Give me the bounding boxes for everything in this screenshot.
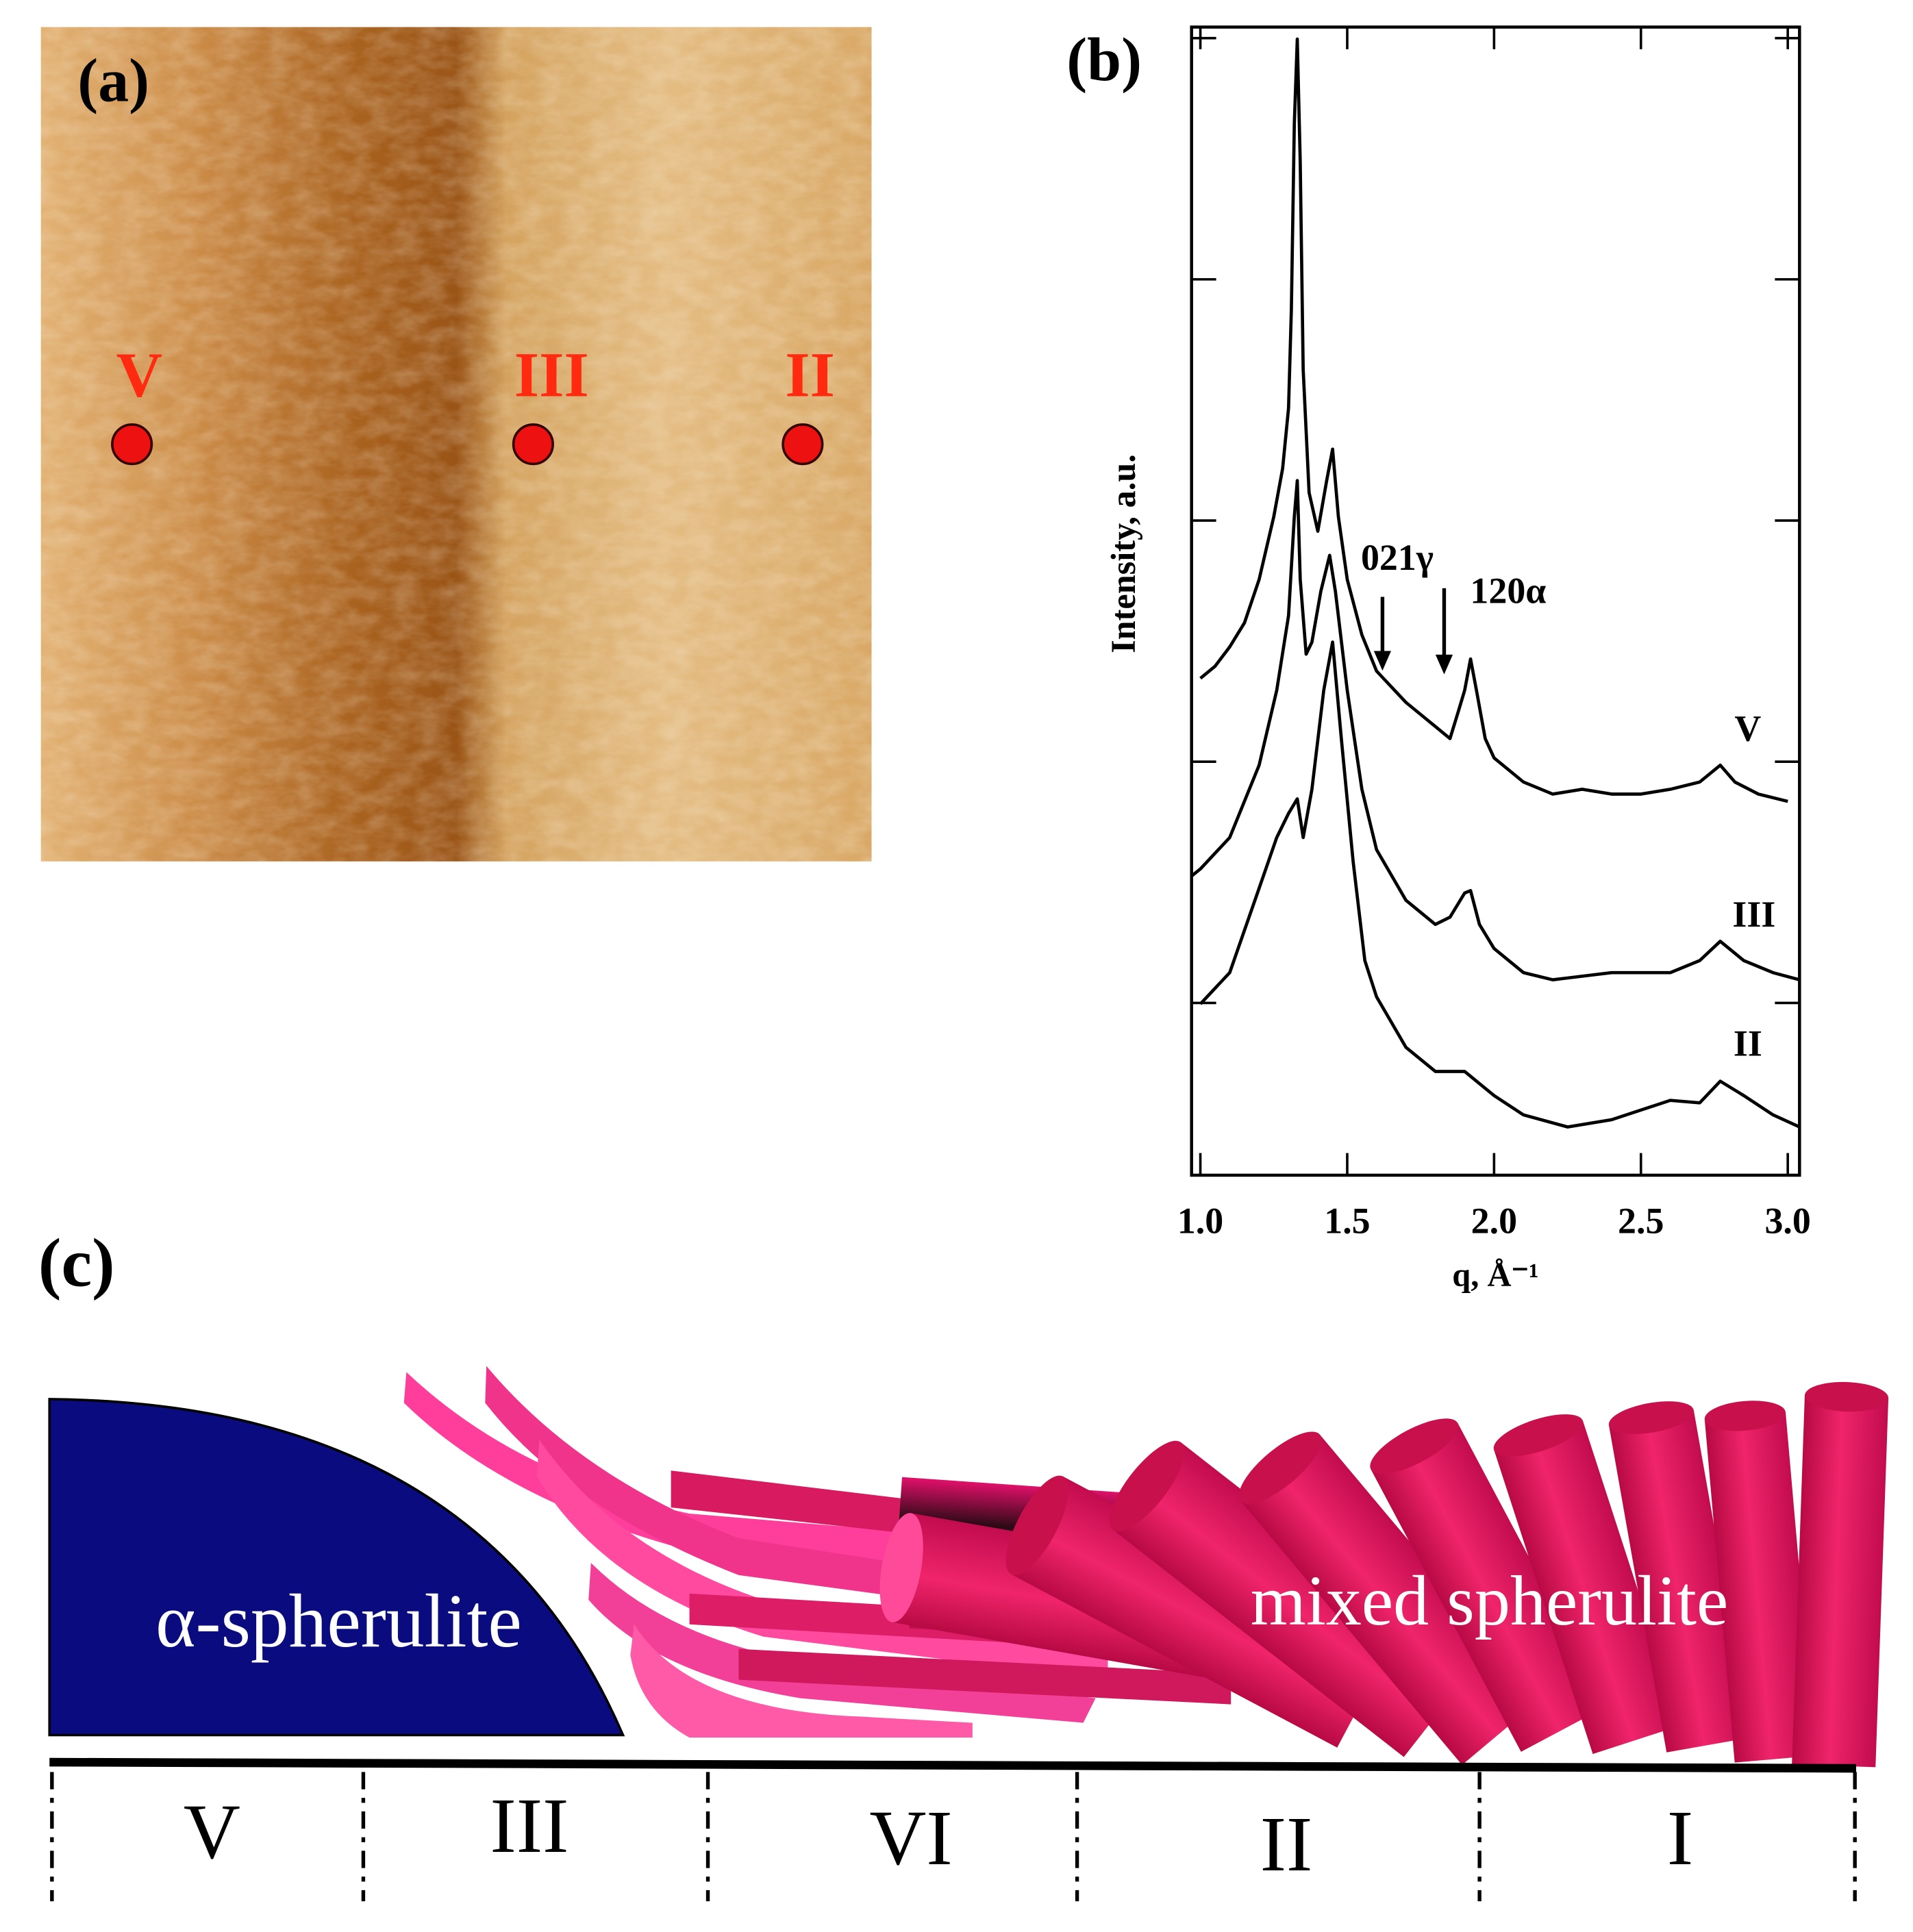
point-dot bbox=[512, 423, 554, 466]
cylinder bbox=[1005, 1475, 1390, 1748]
annotation: 021γ bbox=[1361, 537, 1434, 578]
cylinder bbox=[1704, 1401, 1816, 1763]
schematic-panel: (c) α-spherulite mixed spherulite bbox=[38, 1225, 1889, 1902]
point-label: II bbox=[785, 340, 835, 411]
cylinder bbox=[1608, 1401, 1752, 1753]
spectrum-line bbox=[1190, 479, 1800, 981]
cylinder bbox=[1109, 1440, 1473, 1757]
ribbon bbox=[738, 1648, 1231, 1705]
x-tick-label: 2.0 bbox=[1471, 1200, 1517, 1241]
point-label: V bbox=[116, 340, 162, 411]
y-ticks bbox=[1191, 36, 1800, 1005]
lamellae bbox=[403, 1366, 1889, 1768]
region-label: I bbox=[1667, 1794, 1693, 1881]
point-dot bbox=[782, 423, 824, 466]
cylinder bbox=[1370, 1418, 1608, 1752]
region-label: V bbox=[184, 1788, 240, 1875]
xrd-chart: (b) Intensity, a.u. q, Å⁻¹ 1.0 1.5 2.0 2.5 3… bbox=[1066, 25, 1811, 1294]
panel-label: (b) bbox=[1066, 26, 1142, 94]
panel-label: (c) bbox=[38, 1225, 115, 1301]
point-label: III bbox=[514, 340, 589, 411]
x-tick-label: 2.5 bbox=[1618, 1200, 1664, 1241]
mixed-label: mixed spherulite bbox=[1251, 1561, 1728, 1640]
arrow-head bbox=[1373, 651, 1391, 671]
spectrum-line bbox=[1199, 640, 1801, 1129]
region-label: VI bbox=[869, 1794, 952, 1881]
afm-texture bbox=[40, 27, 872, 862]
point-dot bbox=[111, 423, 153, 466]
spectrum-line bbox=[1199, 37, 1788, 803]
alpha-spherulite bbox=[48, 1398, 625, 1737]
plot-frame bbox=[1190, 25, 1801, 1177]
cylinder bbox=[1792, 1381, 1889, 1768]
afm-panel: (a) V III II bbox=[40, 27, 872, 862]
region-dividers bbox=[50, 1772, 1857, 1902]
series-label: V bbox=[1734, 708, 1761, 749]
alpha-label: α-spherulite bbox=[155, 1579, 522, 1664]
x-tick-label: 1.5 bbox=[1324, 1200, 1370, 1241]
region-label: III bbox=[490, 1782, 569, 1869]
x-axis-label: q, Å⁻¹ bbox=[1452, 1257, 1538, 1294]
series-label: II bbox=[1734, 1023, 1762, 1064]
baseline bbox=[49, 1757, 1856, 1773]
region-label: II bbox=[1260, 1801, 1313, 1887]
panel-label: (a) bbox=[77, 47, 149, 114]
y-axis-label: Intensity, a.u. bbox=[1104, 454, 1142, 653]
series-label: III bbox=[1732, 894, 1775, 935]
cylinder bbox=[1493, 1414, 1682, 1755]
arrow-head bbox=[1435, 654, 1453, 675]
x-tick-label: 3.0 bbox=[1764, 1200, 1810, 1241]
x-tick-label: 1.0 bbox=[1177, 1200, 1223, 1241]
annotation: 120α bbox=[1470, 570, 1546, 611]
cylinder bbox=[1238, 1431, 1542, 1766]
ribbon bbox=[630, 1624, 973, 1738]
